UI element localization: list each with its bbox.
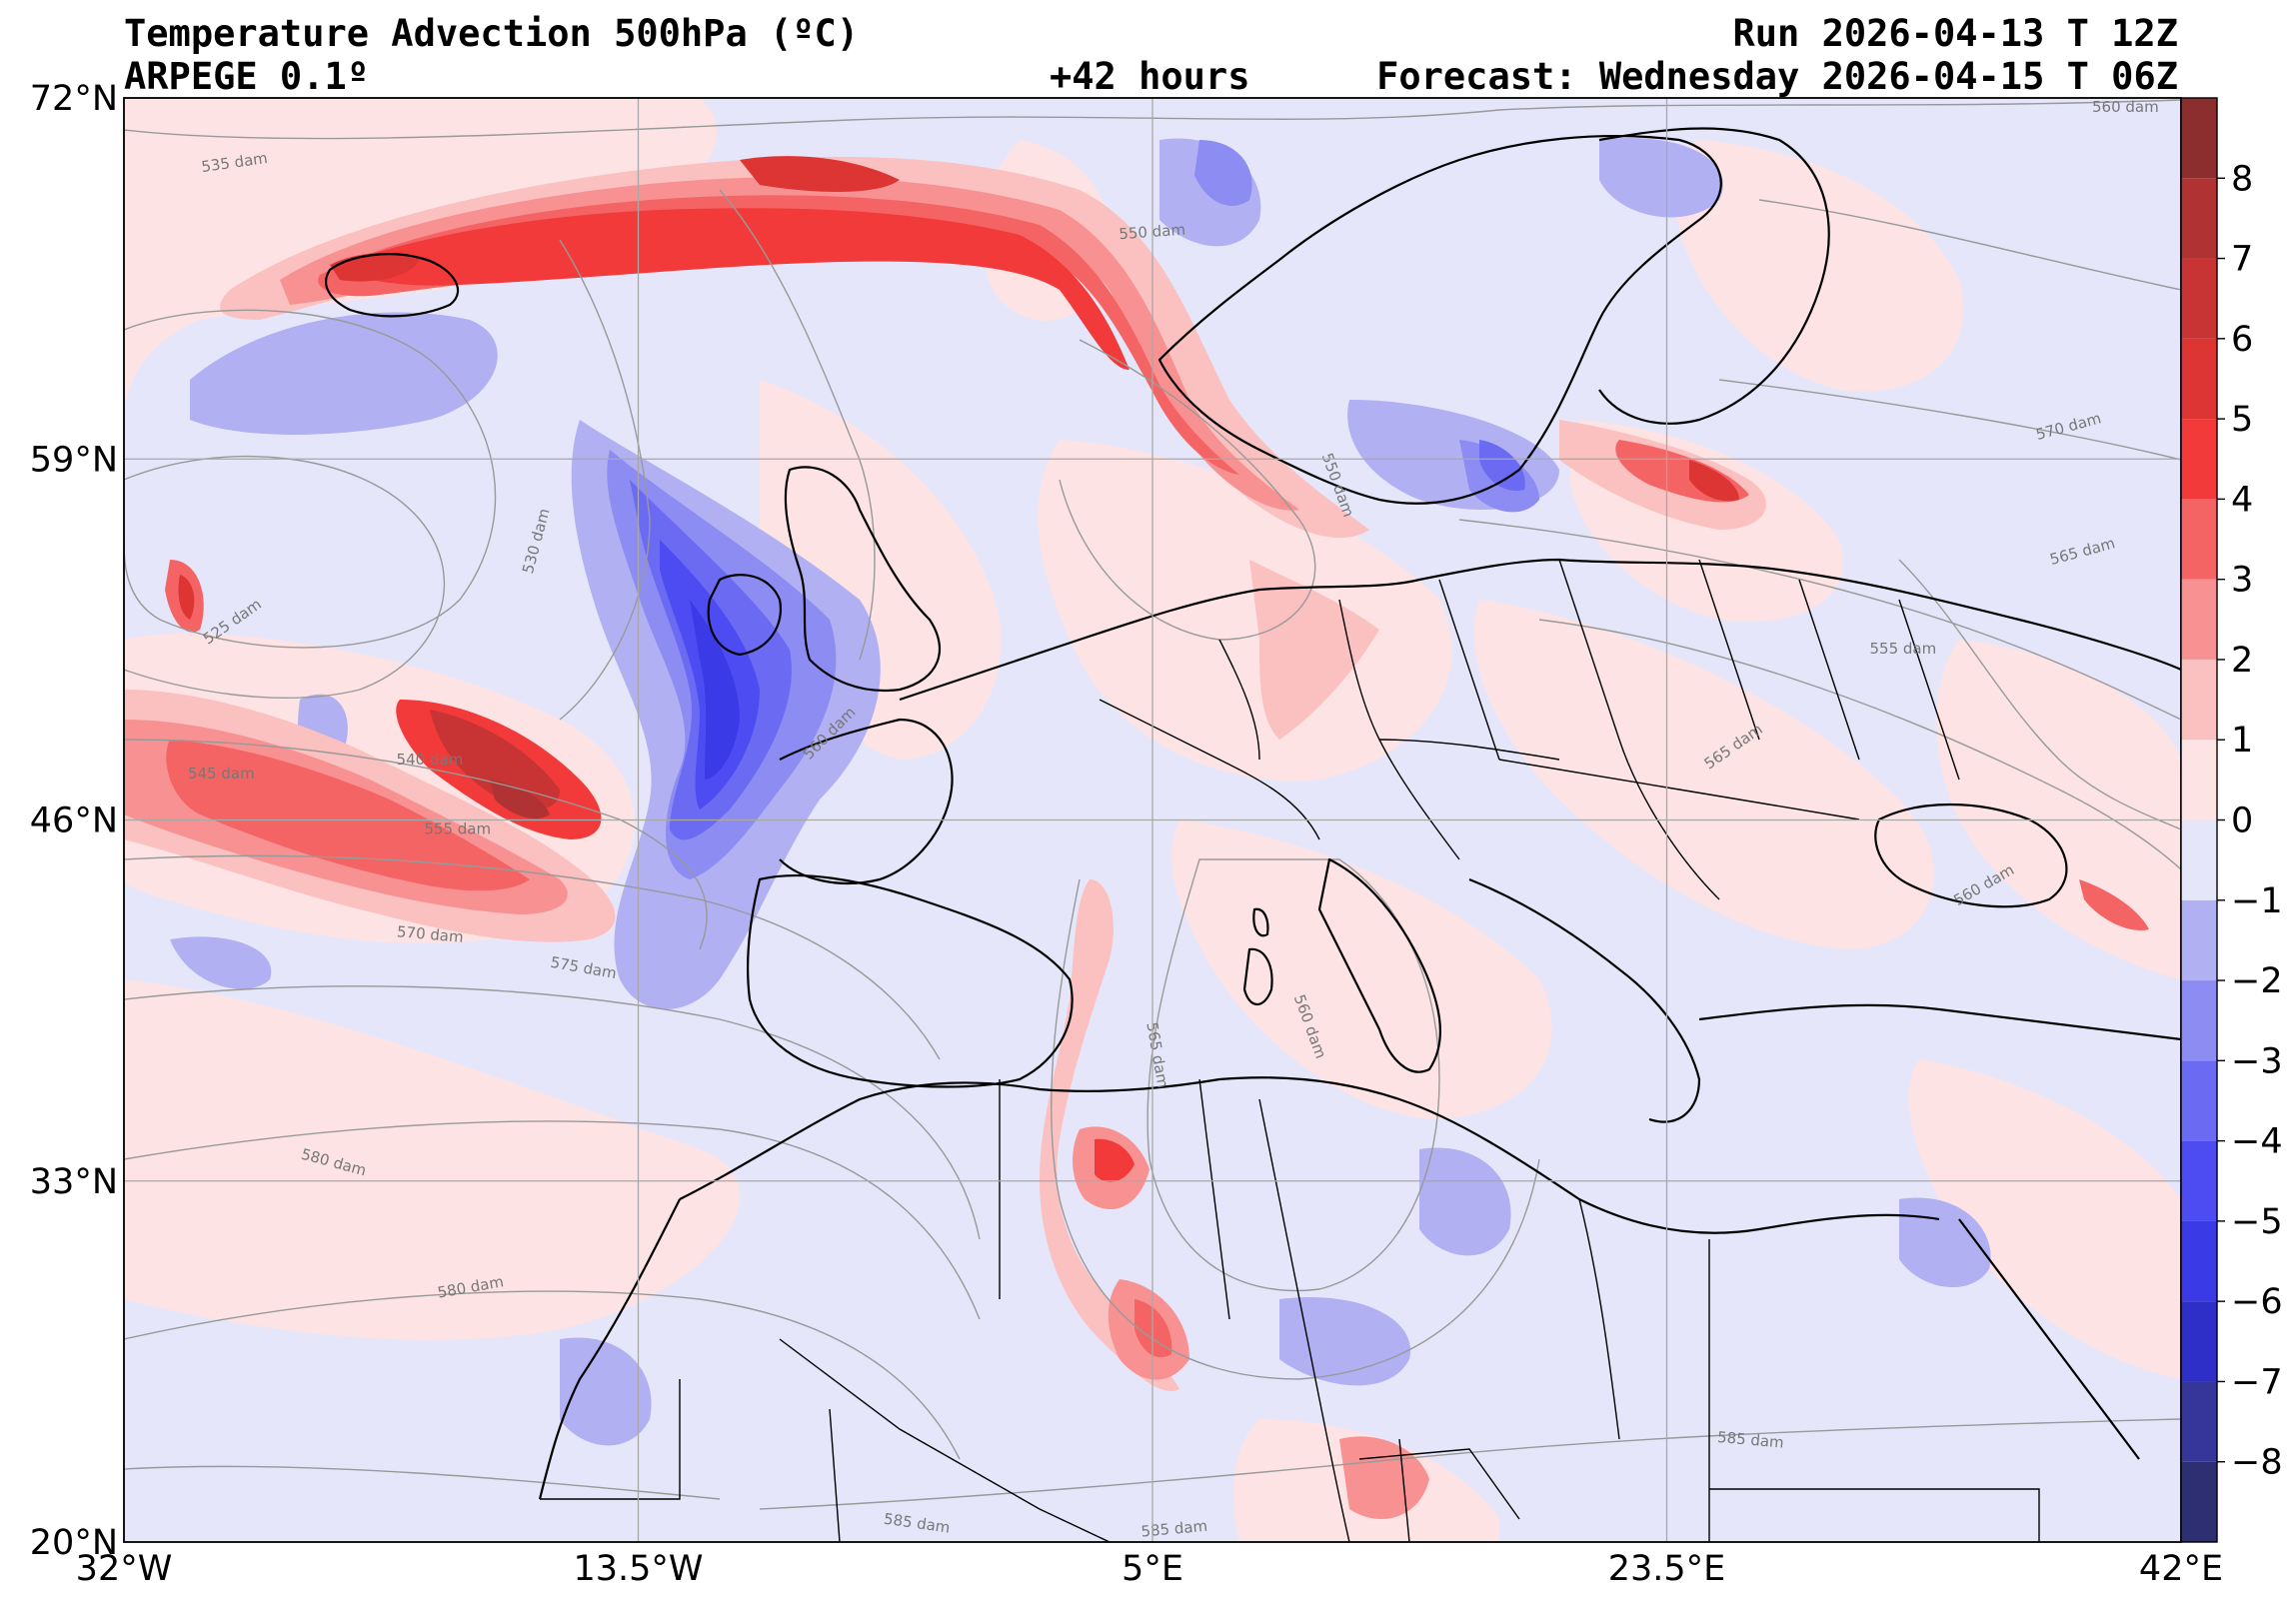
contour-label: 585 dam [1716, 1428, 1784, 1452]
colorbar-segment [2181, 178, 2217, 259]
lead-time: +42 hours [1050, 55, 1250, 98]
colorbar-segment [2181, 258, 2217, 339]
longitude-labels: 32°W 13.5°W 5°E 23.5°E 42°E [76, 1549, 2223, 1589]
northern-warm-advection [220, 156, 1369, 539]
contour-label: 545 dam [188, 765, 255, 783]
latitude-labels: 72°N 59°N 46°N 33°N 20°N [30, 79, 118, 1563]
colorbar-tick-label: 6 [2231, 320, 2253, 360]
geopotential-contours [124, 99, 2181, 1510]
colorbar-tick-label: −8 [2231, 1443, 2283, 1483]
country-borders [540, 559, 2040, 1542]
atlantic-cold-advection [571, 420, 881, 1009]
colorbar-tick-label: −5 [2231, 1202, 2283, 1242]
colorbar-segment [2181, 1461, 2217, 1542]
colorbar-segment [2181, 338, 2217, 420]
colorbar-tick-label: 7 [2231, 240, 2253, 280]
colorbar-tick-label: 8 [2231, 159, 2253, 199]
coastlines [324, 127, 2181, 1500]
colorbar-tick-label: 5 [2231, 400, 2253, 440]
colorbar [2180, 97, 2218, 1543]
colorbar-tick-label: −6 [2231, 1282, 2283, 1322]
colorbar-segment [2181, 579, 2217, 660]
lon-tick-label: 13.5°W [573, 1549, 703, 1589]
lon-tick-label: 32°W [76, 1549, 173, 1589]
colorbar-tick-label: 3 [2231, 561, 2253, 601]
lat-tick-label: 33°N [30, 1162, 118, 1202]
colorbar-segment [2181, 1060, 2217, 1141]
lon-tick-label: 5°E [1122, 1549, 1183, 1589]
map-title: Temperature Advection 500hPa (ºC) [124, 12, 860, 55]
lon-tick-label: 42°E [2139, 1549, 2223, 1589]
contour-label: 555 dam [1870, 640, 1937, 658]
colorbar-tick-label: 2 [2231, 641, 2253, 681]
contour-label: 570 dam [396, 922, 464, 946]
lat-tick-label: 20°N [30, 1523, 118, 1563]
atlas-warm-advection [1040, 879, 2149, 1519]
colorbar-segment [2181, 980, 2217, 1061]
contour-label: 560 dam [2092, 98, 2159, 116]
colorbar-segment [2181, 819, 2217, 900]
scandinavia-features [1194, 140, 1525, 740]
colorbar-tick-label: 0 [2231, 802, 2253, 841]
contour-label: 585 dam [1141, 1517, 1208, 1541]
colorbar-tick-label: 4 [2231, 480, 2253, 520]
colorbar-tick-label: −2 [2231, 961, 2283, 1001]
lat-tick-label: 72°N [30, 79, 118, 119]
colorbar-segment [2181, 1381, 2217, 1462]
colorbar-segment [2181, 659, 2217, 741]
atlantic-warm-advection [124, 560, 616, 942]
colorbar-segment [2181, 1140, 2217, 1221]
colorbar-tick-label: −4 [2231, 1122, 2283, 1162]
model-name: ARPEGE 0.1º [124, 55, 370, 98]
lat-tick-label: 46°N [30, 802, 118, 841]
colorbar-segment [2181, 1301, 2217, 1382]
colorbar-segment [2181, 499, 2217, 580]
forecast-time: Forecast: Wednesday 2026-04-15 T 06Z [1376, 55, 2178, 98]
lon-tick-label: 23.5°E [1608, 1549, 1726, 1589]
colorbar-tick-label: −1 [2231, 881, 2283, 921]
lat-tick-label: 59°N [30, 440, 118, 480]
colorbar-tick-label: −3 [2231, 1041, 2283, 1081]
colorbar-ticks: 8 7 6 5 4 3 2 1 0 −1 −2 −3 −4 −5 −6 −7 −8 [2217, 159, 2283, 1483]
contour-label: 540 dam [397, 751, 464, 769]
run-time: Run 2026-04-13 T 12Z [1732, 12, 2178, 55]
contour-label: 555 dam [424, 819, 491, 837]
colorbar-segment [2181, 419, 2217, 500]
colorbar-segment [2181, 899, 2217, 981]
colorbar-segment [2181, 740, 2217, 820]
colorbar-tick-label: −7 [2231, 1362, 2283, 1402]
colorbar-segment [2181, 1220, 2217, 1302]
colorbar-tick-label: 1 [2231, 721, 2253, 761]
colorbar-segment [2181, 98, 2217, 179]
